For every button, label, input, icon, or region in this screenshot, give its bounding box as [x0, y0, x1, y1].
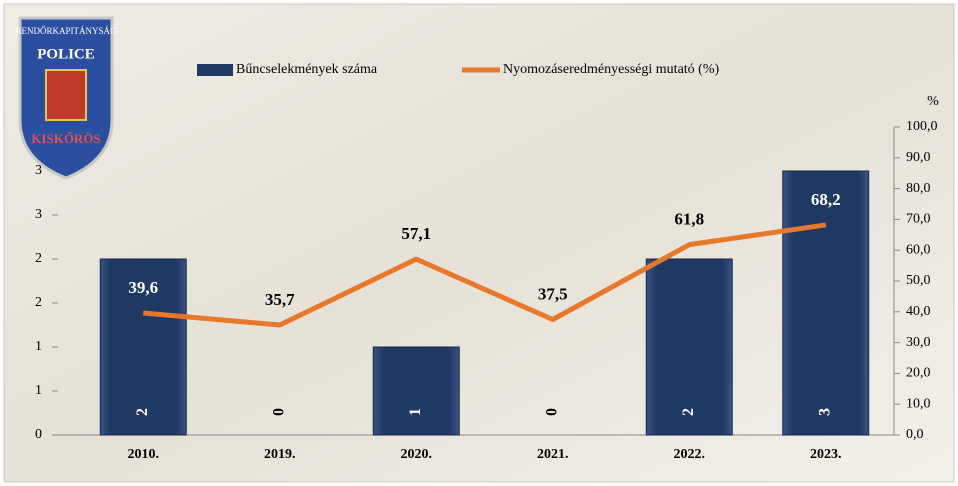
y2-tick-label: 0,0	[906, 427, 924, 442]
bar	[99, 258, 187, 436]
x-tick-label: 2022.	[674, 447, 706, 462]
legend-label: Nyomozáseredményességi mutató (%)	[503, 62, 719, 77]
y-tick-label: 3	[35, 163, 42, 178]
legend-label: Bűncselekmények száma	[236, 62, 378, 77]
x-tick-label: 2020.	[401, 447, 433, 462]
y-tick-label: 2	[35, 251, 42, 266]
bar-value-label: 0	[543, 408, 560, 416]
y-tick-label: 1	[35, 339, 42, 354]
y2-tick-label: 40,0	[906, 304, 931, 319]
y-tick-label: 1	[35, 383, 42, 398]
y2-tick-label: 10,0	[906, 396, 931, 411]
bar	[782, 170, 870, 436]
y2-tick-label: 20,0	[906, 366, 931, 381]
line-value-label: 37,5	[538, 284, 568, 303]
y2-tick-label: 30,0	[906, 335, 931, 350]
y-tick-label: 0	[35, 427, 42, 442]
y2-tick-label: 50,0	[906, 273, 931, 288]
line-series	[143, 222, 827, 328]
legend-swatch	[197, 64, 233, 76]
y2-tick-label: 100,0	[906, 119, 938, 134]
y2-tick-label: 90,0	[906, 150, 931, 165]
logo: RENDŐRKAPITÁNYSÁG POLICE KISKŐRÖS	[15, 16, 117, 180]
line-value-label: 68,2	[811, 190, 841, 209]
x-tick-label: 2010.	[128, 447, 160, 462]
line-value-label: 39,6	[128, 278, 158, 297]
y-tick-label: 3	[35, 207, 42, 222]
line-value-label: 61,8	[674, 210, 704, 229]
x-tick-label: 2021.	[537, 447, 569, 462]
line-value-label: 35,7	[265, 290, 295, 309]
y-tick-label: 2	[35, 295, 42, 310]
logo-middle: POLICE	[37, 46, 95, 62]
y2-axis-label: %	[927, 94, 939, 109]
bar-value-label: 2	[680, 408, 697, 416]
bar-value-label: 3	[816, 408, 833, 416]
x-tick-label: 2023.	[810, 447, 842, 462]
logo-crest	[45, 69, 87, 121]
logo-bottom: KISKŐRÖS	[31, 131, 100, 146]
y2-tick-label: 80,0	[906, 181, 931, 196]
bar-value-label: 1	[407, 408, 424, 416]
y2-tick-label: 60,0	[906, 242, 931, 257]
bar	[372, 346, 460, 436]
bar-value-label: 0	[270, 408, 287, 416]
y2-tick-label: 70,0	[906, 212, 931, 227]
x-tick-label: 2019.	[264, 447, 296, 462]
bar	[645, 258, 733, 436]
logo-top: RENDŐRKAPITÁNYSÁG	[15, 26, 117, 36]
bar-value-label: 2	[134, 408, 151, 416]
line-value-label: 57,1	[401, 224, 431, 243]
